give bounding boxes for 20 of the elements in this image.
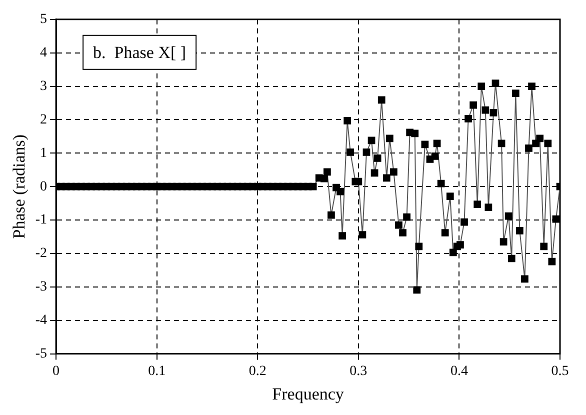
x-tick-label: 0: [52, 364, 60, 379]
x-tick-label: 0.4: [450, 364, 468, 379]
y-tick-label: -5: [35, 346, 48, 362]
x-tick-label: 0.3: [350, 364, 368, 379]
x-tick-label: 0.2: [248, 364, 266, 379]
y-tick-label: 2: [40, 112, 48, 128]
y-tick-label: 5: [40, 12, 48, 28]
x-axis-title: Frequency: [272, 384, 344, 404]
x-tick-label: 0.5: [551, 364, 569, 379]
y-tick-label: -1: [35, 212, 48, 228]
y-tick-label: 3: [40, 78, 48, 94]
y-axis-title: Phase (radians): [10, 134, 29, 239]
y-tick-label: -3: [35, 280, 48, 295]
y-tick-label: 4: [40, 46, 48, 61]
x-tick-label: 0.1: [148, 364, 166, 379]
text: b. Phase X[ ]: [93, 42, 186, 62]
y-tick-label: -2: [35, 246, 48, 262]
y-tick-label: 1: [40, 146, 48, 161]
y-tick-label: 0: [40, 179, 48, 194]
y-tick-label: -4: [35, 313, 48, 328]
